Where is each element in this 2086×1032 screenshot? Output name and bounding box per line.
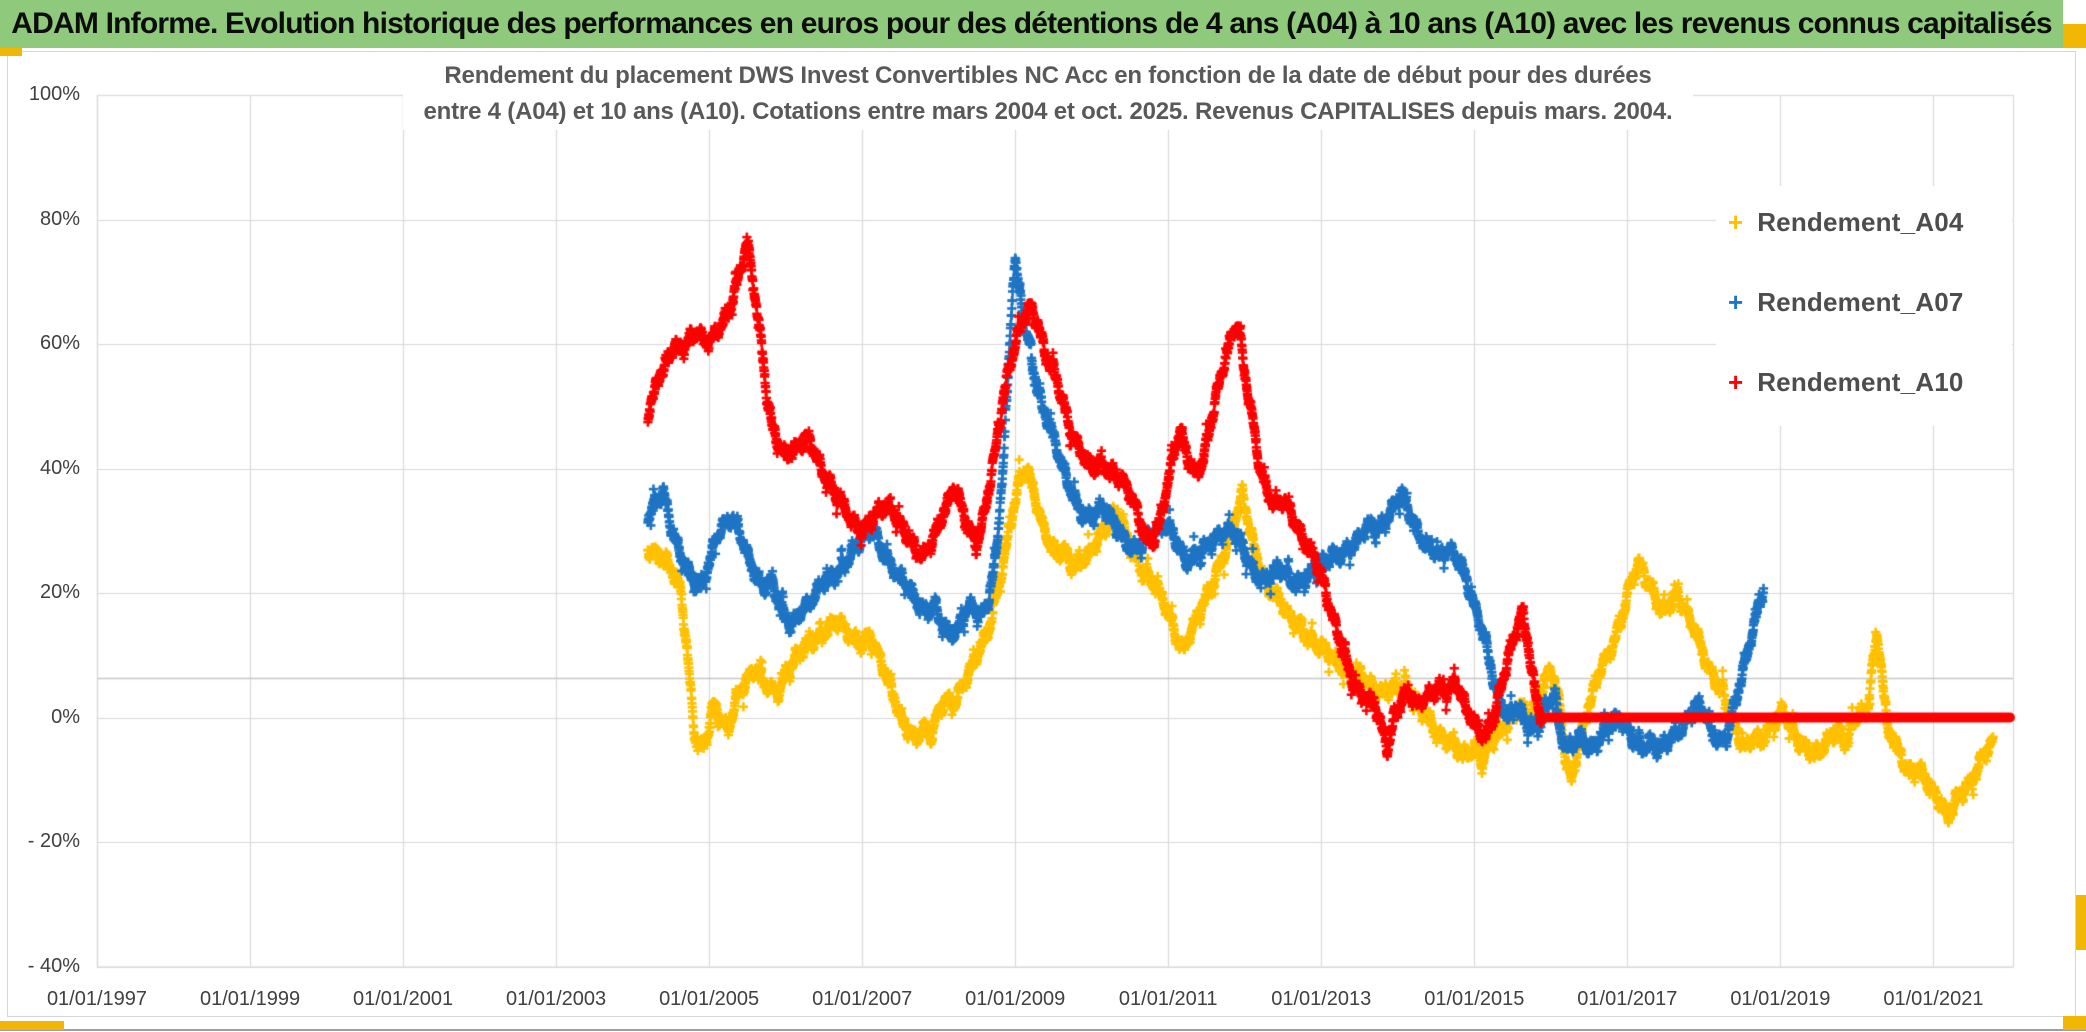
x-axis-label: 01/01/2005 (659, 988, 760, 1010)
legend-item-a04[interactable]: + Rendement_A04 (1728, 204, 1964, 240)
chart-border-left (7, 52, 8, 1017)
legend-label-a04: Rendement_A04 (1757, 206, 1964, 237)
legend: + Rendement_A04 + Rendement_A07 + Rendem… (1716, 186, 2012, 426)
chart-border-top (7, 51, 2076, 52)
y-axis-label: 40% (39, 456, 80, 479)
y-axis-label: 60% (39, 332, 80, 354)
y-axis-label: 80% (39, 207, 80, 230)
y-axis-label: - 40% (27, 954, 80, 977)
accent-bottom-left (0, 1021, 64, 1030)
x-axis-label: 01/01/2007 (812, 988, 913, 1010)
y-axis-label: 0% (51, 705, 80, 728)
x-axis-label: 01/01/1997 (46, 988, 148, 1010)
x-axis-label: 01/01/2013 (1271, 988, 1372, 1010)
x-axis-label: 01/01/2003 (506, 988, 607, 1010)
legend-item-a10[interactable]: + Rendement_A10 (1728, 364, 1964, 400)
accent-top-right (2063, 24, 2086, 48)
plus-marker-icon: + (1728, 207, 1744, 237)
legend-label-a10: Rendement_A10 (1757, 366, 1964, 397)
x-axis-label: 01/01/2011 (1118, 988, 1218, 1010)
accent-top-left (0, 48, 22, 56)
plus-marker-icon: + (1728, 287, 1744, 317)
accent-right-mid (2076, 895, 2086, 950)
window-bottom-edge (0, 1029, 2086, 1031)
chart-border-right (2075, 52, 2076, 1017)
chart-border-bottom (7, 1016, 2076, 1017)
legend-item-a07[interactable]: + Rendement_A07 (1728, 284, 1964, 320)
banner-title: ADAM Informe. Evolution historique des p… (0, 0, 2063, 48)
x-axis-label: 01/01/2017 (1577, 988, 1678, 1010)
chart-title-line2: entre 4 (A04) et 10 ans (A10). Cotations… (423, 98, 1673, 125)
chart-title-line1: Rendement du placement DWS Invest Conver… (444, 62, 1652, 89)
chart-title: Rendement du placement DWS Invest Conver… (403, 58, 1693, 130)
legend-label-a07: Rendement_A07 (1757, 286, 1964, 317)
x-axis-label: 01/01/2019 (1730, 988, 1831, 1010)
y-axis-label: 100% (28, 83, 80, 105)
x-axis-label: 01/01/2015 (1424, 988, 1525, 1010)
accent-bottom-right (2063, 1016, 2086, 1030)
plus-marker-icon: + (1728, 367, 1744, 397)
x-axis-label: 01/01/2001 (353, 988, 454, 1010)
y-axis-label: - 20% (27, 830, 80, 852)
x-axis-label: 01/01/1999 (199, 988, 301, 1010)
x-axis-label: 01/01/2009 (965, 988, 1066, 1010)
y-axis-label: 20% (39, 581, 80, 603)
x-axis-label: 01/01/2021 (1883, 988, 1984, 1010)
